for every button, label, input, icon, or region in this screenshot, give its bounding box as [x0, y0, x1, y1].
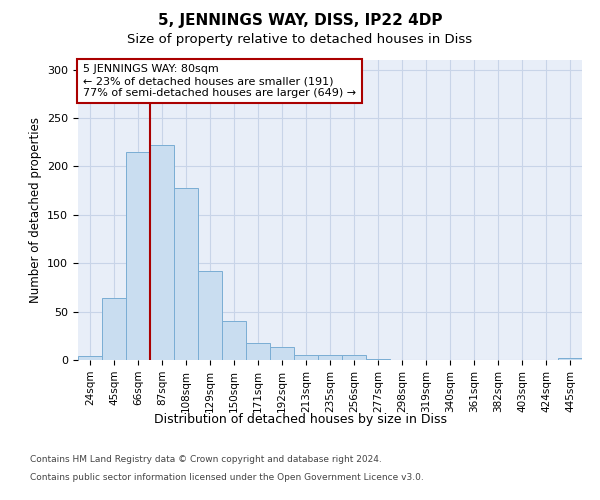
Bar	[558, 358, 582, 360]
Bar	[78, 356, 102, 360]
Bar	[366, 359, 390, 360]
Bar	[270, 348, 294, 360]
Bar	[318, 355, 342, 360]
Y-axis label: Number of detached properties: Number of detached properties	[29, 117, 41, 303]
Text: Contains public sector information licensed under the Open Government Licence v3: Contains public sector information licen…	[30, 472, 424, 482]
Text: 5 JENNINGS WAY: 80sqm
← 23% of detached houses are smaller (191)
77% of semi-det: 5 JENNINGS WAY: 80sqm ← 23% of detached …	[83, 64, 356, 98]
Bar	[246, 342, 270, 360]
Bar	[102, 298, 126, 360]
Text: Size of property relative to detached houses in Diss: Size of property relative to detached ho…	[127, 32, 473, 46]
Bar	[198, 271, 222, 360]
Text: Contains HM Land Registry data © Crown copyright and database right 2024.: Contains HM Land Registry data © Crown c…	[30, 455, 382, 464]
Bar	[294, 355, 318, 360]
Text: 5, JENNINGS WAY, DISS, IP22 4DP: 5, JENNINGS WAY, DISS, IP22 4DP	[158, 12, 442, 28]
Bar	[222, 322, 246, 360]
Bar	[342, 355, 366, 360]
Bar	[150, 145, 174, 360]
Bar	[126, 152, 150, 360]
Bar	[174, 188, 198, 360]
Text: Distribution of detached houses by size in Diss: Distribution of detached houses by size …	[154, 412, 446, 426]
